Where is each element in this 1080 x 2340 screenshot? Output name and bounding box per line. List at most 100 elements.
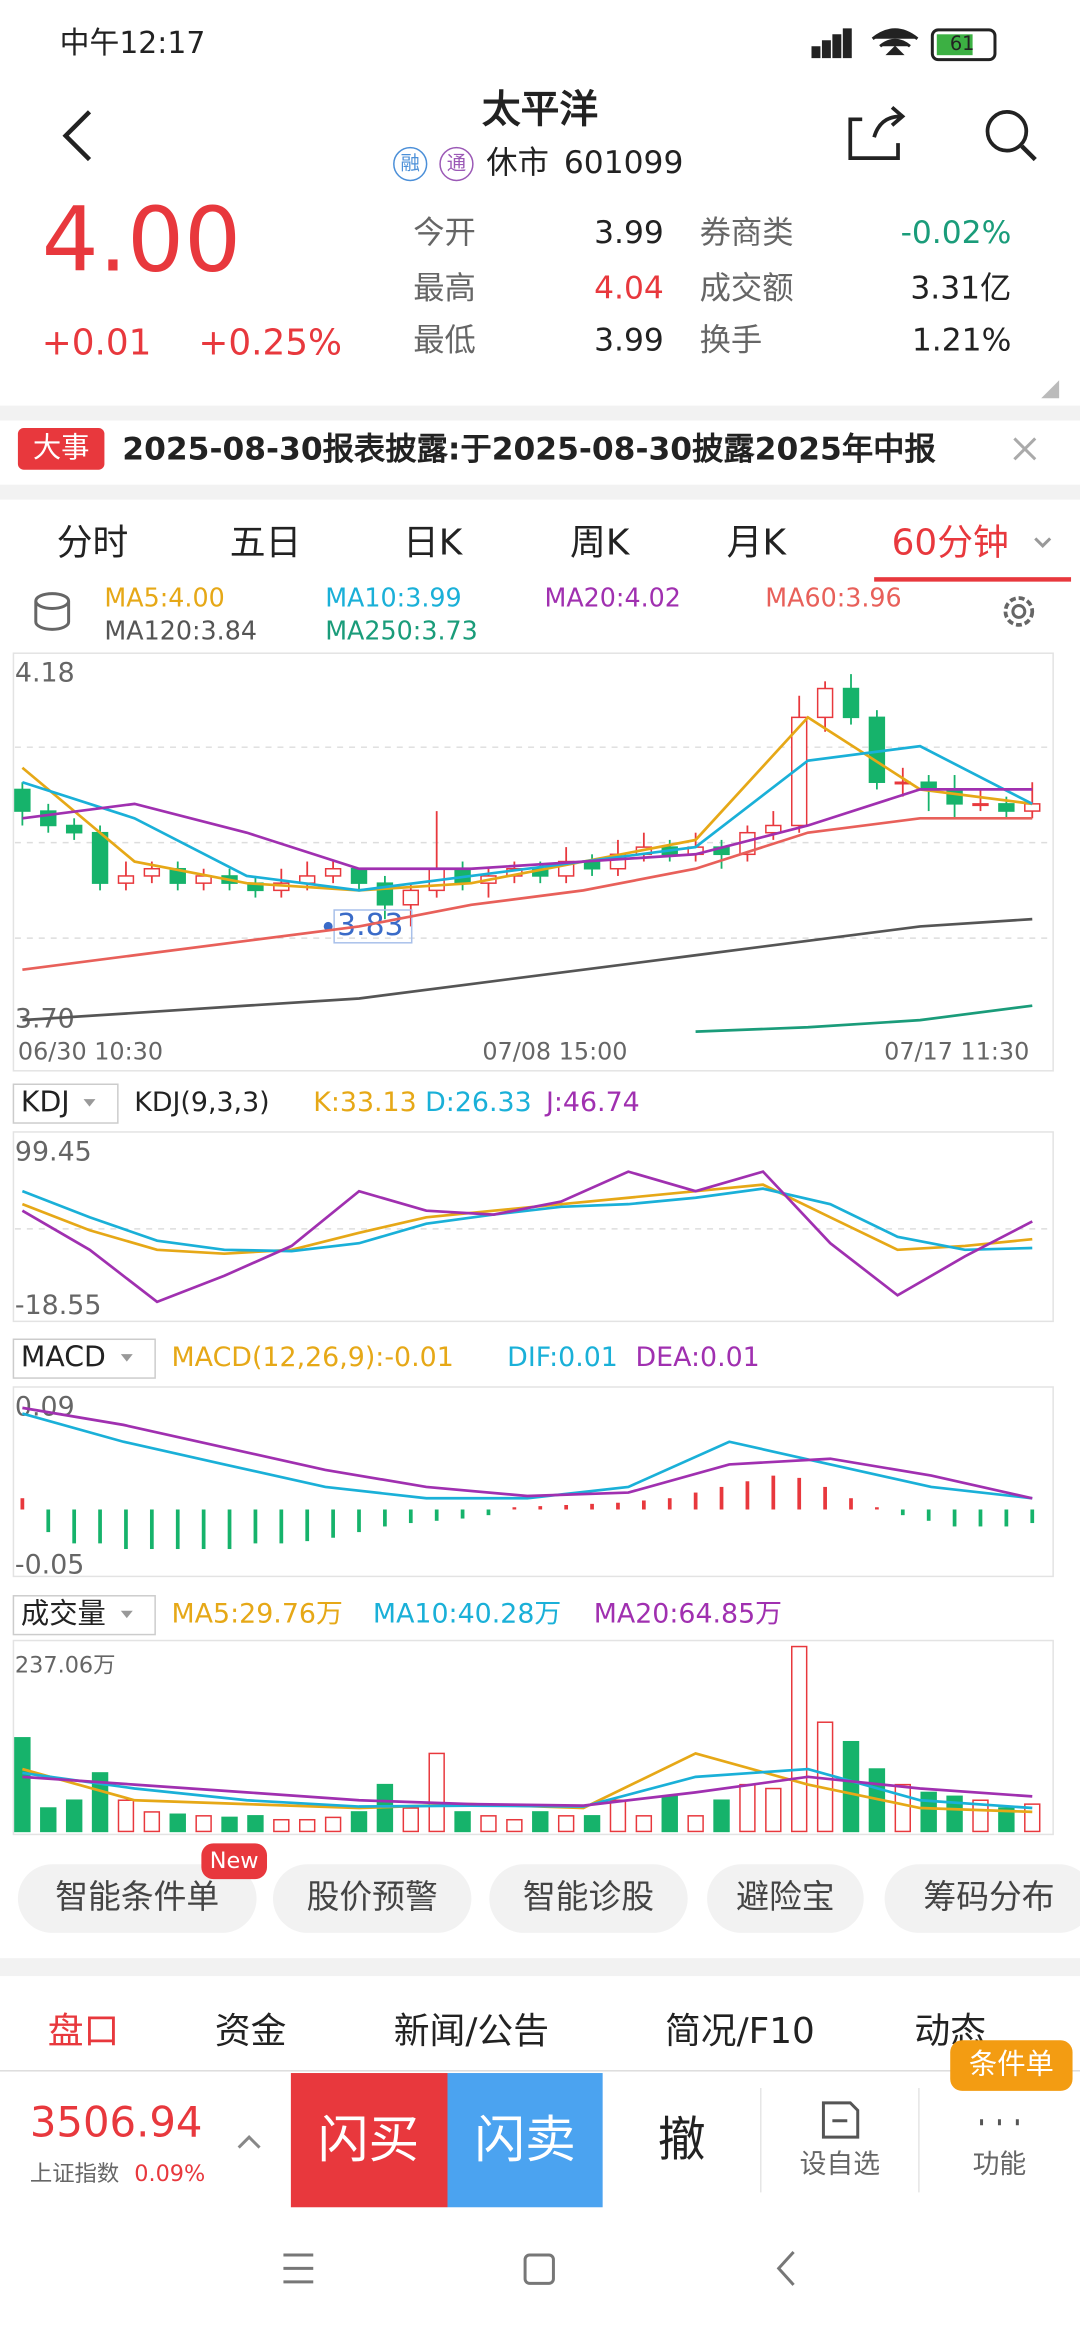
y-tick-label: 237.06万 [15,1652,116,1678]
tab-underline [874,577,1072,582]
volume-bar [480,1815,497,1833]
volume-bar [972,1799,989,1833]
volume-bar [661,1795,678,1833]
stat-label: 成交额 [700,270,794,306]
tool-chip-bg[interactable] [489,1864,688,1933]
period-tab[interactable]: 周K [570,522,631,563]
badge-bg [950,2040,1073,2091]
stock-code: 601099 [564,145,684,181]
separator [0,1958,1080,1977]
news-text[interactable]: 2025-08-30报表披露:于2025-08-30披露2025年中报 [122,431,936,467]
volume-bar [40,1807,57,1833]
bottom-tab[interactable]: 盘口 [48,2011,120,2052]
search-button[interactable] [985,109,1037,162]
back-button[interactable] [62,110,92,162]
indicator-settings-icon[interactable] [34,592,71,631]
legend-entry: MA5:29.76万 [172,1599,343,1630]
series-line [22,917,1033,1022]
low-label-box [333,909,413,944]
volume-bar [402,1807,419,1833]
period-tab[interactable]: 分时 [57,522,129,563]
signal-icons [811,28,919,59]
news-tag: 大事 [33,431,90,464]
x-tick-label: 07/08 15:00 [482,1037,627,1065]
tool-chip[interactable]: 筹码分布 [923,1878,1054,1916]
indicator-name[interactable]: KDJ [21,1086,70,1119]
stat-value: 1.21% [912,323,1011,359]
period-tab[interactable]: 月K [727,522,788,563]
chart-frame [12,1386,1054,1578]
stat-label: 券商类 [700,215,794,251]
volume-bar [143,1811,161,1833]
legend-entry: MA120:3.84 [104,615,257,645]
tool-chip[interactable]: 智能诊股 [523,1878,654,1916]
stat-value: 3.99 [594,323,664,359]
watch-button[interactable]: 设自选 [800,2149,880,2180]
tool-chip-bg[interactable] [884,1864,1080,1933]
candle-body [117,875,135,884]
nav-home[interactable] [523,2253,555,2285]
stat-value: 3.31亿 [910,270,1011,306]
period-tab[interactable]: 60分钟 [892,522,1009,563]
series-line [22,816,1033,972]
tool-chip[interactable]: 股价预警 [307,1878,438,1916]
nav-back[interactable] [776,2251,795,2286]
indicator-select[interactable] [12,1595,156,1636]
nav-menu[interactable] [283,2253,314,2284]
period-tab[interactable]: 日K [403,522,464,563]
stat-label: 最高 [413,270,476,306]
legend-entry: MA10:40.28万 [373,1599,561,1630]
bottom-tab[interactable]: 简况/F10 [665,2011,815,2052]
candle-body [14,788,31,812]
series-line [22,1406,1033,1500]
indicator-name[interactable]: 成交量 [21,1597,106,1630]
indicator-name[interactable]: MACD [21,1341,106,1374]
series-line [695,1004,1033,1033]
legend-entry: DEA:0.01 [635,1342,759,1373]
volume-bar [713,1799,730,1833]
bottom-tab[interactable]: 资金 [215,2011,287,2052]
indicator-select[interactable] [12,1338,156,1379]
volume-bar [506,1818,523,1833]
sell-button[interactable]: 闪卖 [474,2110,575,2169]
bottom-tab[interactable]: 新闻/公告 [394,2011,549,2052]
low-marker [323,921,333,931]
share-button[interactable] [848,105,906,160]
candle-body [946,788,963,805]
condition-badge[interactable]: 条件单 [969,2048,1054,2081]
sell-button-bg[interactable] [447,2073,603,2208]
candle-body [1024,803,1041,812]
price: 4.00 [42,188,241,292]
tool-chip-bg[interactable] [272,1864,472,1933]
buy-button-bg[interactable] [290,2073,448,2208]
gear-icon[interactable] [1003,596,1035,627]
buy-button[interactable]: 闪买 [318,2110,419,2169]
more-button[interactable]: 功能 [973,2149,1027,2180]
tool-chip[interactable]: 智能条件单 [55,1878,219,1916]
tool-chip-bg[interactable] [17,1864,257,1933]
volume-bar [350,1811,368,1833]
volume-bar [247,1815,264,1833]
volume-bar [998,1807,1015,1833]
series-line [21,744,1033,892]
news-tag-bg [17,428,105,470]
cancel-button[interactable]: 撤 [658,2113,706,2168]
volume-bar [687,1815,704,1833]
index-expand[interactable] [237,2135,261,2149]
volume-bar [195,1815,212,1833]
volume-bar [946,1795,963,1833]
tool-chip-bg[interactable] [707,1864,864,1933]
index-value: 3506.94 [30,2098,203,2147]
news-close[interactable] [1013,437,1037,461]
candle-body [350,867,368,884]
y-tick-label: -0.05 [15,1549,84,1580]
volume-bar [739,1783,756,1833]
chart-frame [12,1131,1054,1323]
tool-chip[interactable]: 避险宝 [736,1878,834,1916]
indicator-select[interactable] [12,1083,119,1124]
period-tab[interactable]: 五日 [230,522,302,563]
volume-bar [65,1799,83,1833]
candle-body [998,803,1015,812]
tab-chevron [1034,537,1052,548]
volume-bar [920,1791,937,1833]
